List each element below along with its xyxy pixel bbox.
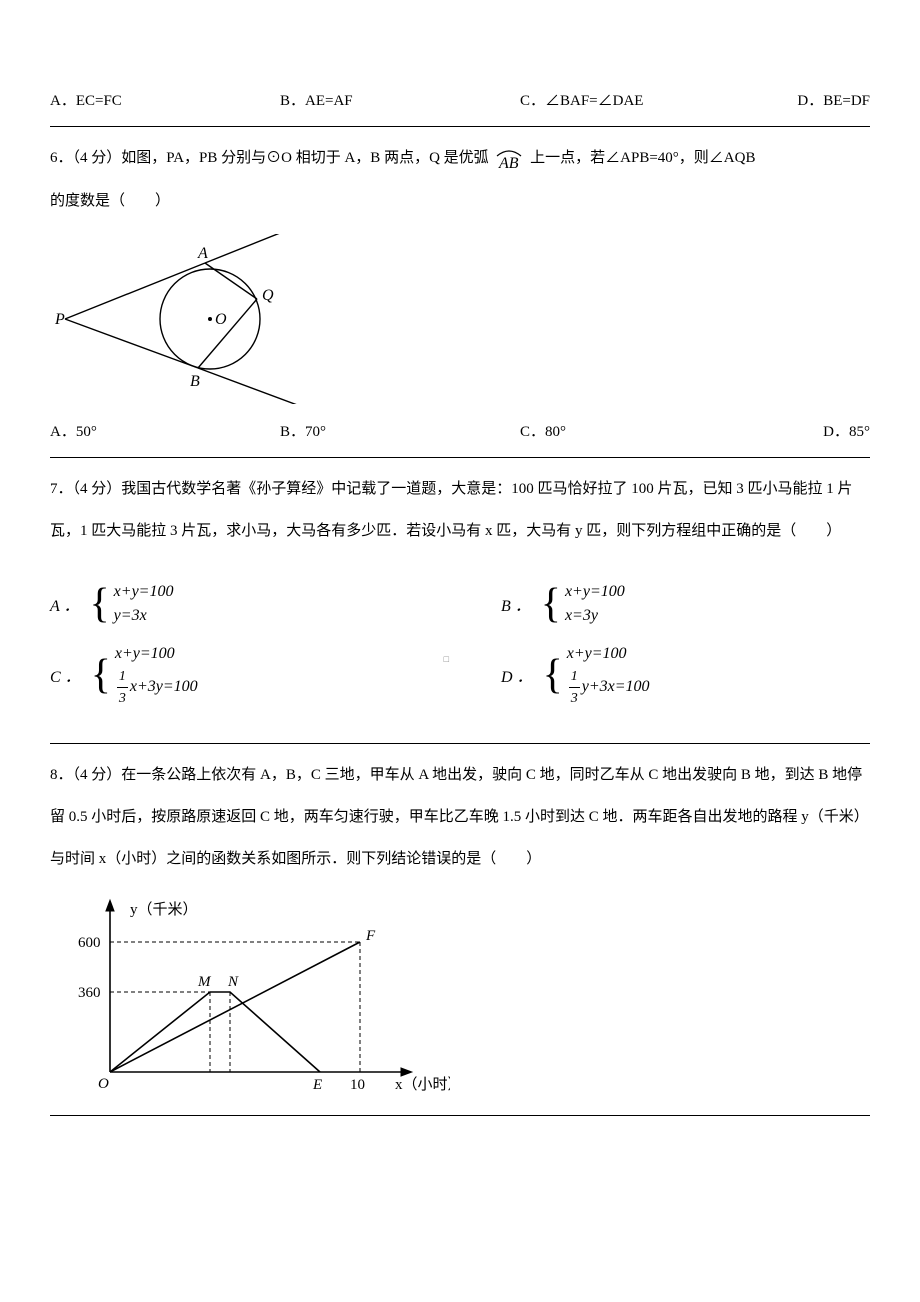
q6-stem-mid: 上一点，若∠APB=40°，则∠AQB [530,150,755,166]
q8-label-e: E [312,1077,322,1093]
q6-options-row: A．50° B．70° C．80° D．85° [50,417,870,447]
q8-label-f: F [365,928,376,944]
brace-icon: { [90,583,110,625]
q8-label-m: M [197,974,212,990]
q6-label-b: B [190,373,200,390]
q7-b-eq1: x+y=100 [565,580,625,604]
q7-option-c: C ． { x+y=100 13x+3y=100 [50,642,501,709]
q7-d-eq2: 13y+3x=100 [567,666,650,709]
q7-label-d: D ． [501,663,533,687]
q6-stem-line2: 的度数是（ ） [50,193,170,209]
q7-d-eq1: x+y=100 [567,642,650,666]
divider [50,1115,870,1116]
q6-label-q: Q [262,287,274,304]
q6-stem-pre: 6．（4 分）如图，PA，PB 分别与⊙O 相切于 A，B 两点，Q 是优弧 [50,150,489,166]
q7-stem: 7．（4 分）我国古代数学名著《孙子算经》中记载了一道题，大意是：100 匹马恰… [50,468,870,552]
q6-option-c: C．80° [520,417,780,447]
brace-icon: { [543,654,563,696]
q7-a-eq2: y=3x [114,604,174,628]
q7-b-eq2: x=3y [565,604,625,628]
q5-options-row: A．EC=FC B．AE=AF C．∠BAF=∠DAE D．BE=DF [50,86,870,116]
q7-option-d: D ． { x+y=100 13y+3x=100 [501,642,870,709]
q7-label-b: B ． [501,592,531,616]
q6-option-d: D．85° [780,417,870,447]
q8-xtick-10: 10 [350,1077,365,1093]
q7-option-b: B ． { x+y=100 x=3y [501,580,870,628]
divider [50,457,870,458]
q7-label-c: C ． [50,663,81,687]
q5-option-b: B．AE=AF [280,86,520,116]
divider [50,126,870,127]
q5-option-c: C．∠BAF=∠DAE [520,86,780,116]
q5-option-a: A．EC=FC [50,86,280,116]
q6-option-a: A．50° [50,417,280,447]
q8-y-label: y（千米） [130,901,198,918]
q7-option-a: A ． { x+y=100 y=3x [50,580,501,628]
q7-c-eq2: 13x+3y=100 [115,666,198,709]
q8-figure: 600 360 y（千米） O M N F E 10 x（小时） [50,892,870,1107]
q8-ytick-600: 600 [78,935,101,951]
q8-stem: 8．（4 分）在一条公路上依次有 A，B，C 三地，甲车从 A 地出发，驶向 C… [50,754,870,880]
q8-ytick-360: 360 [78,985,101,1001]
q5-option-d: D．BE=DF [780,86,870,116]
q6-stem: 6．（4 分）如图，PA，PB 分别与⊙O 相切于 A，B 两点，Q 是优弧 A… [50,137,870,222]
q6-label-a: A [197,245,208,262]
q7-c-eq1: x+y=100 [115,642,198,666]
q8-label-o: O [98,1076,109,1092]
arc-ab-text: AB [498,155,519,170]
q8-x-label: x（小时） [395,1076,450,1093]
watermark-dot: □ [444,654,449,664]
q8-label-n: N [227,974,239,990]
q7-a-eq1: x+y=100 [114,580,174,604]
q7-options: A ． { x+y=100 y=3x C ． { x+y=100 13x+3y=… [50,570,870,723]
q6-option-b: B．70° [280,417,520,447]
q6-label-p: P [54,311,65,328]
q6-figure: P A B O Q [50,234,870,409]
brace-icon: { [541,583,561,625]
brace-icon: { [91,654,111,696]
arc-ab-icon: AB [494,138,524,180]
q7-label-a: A ． [50,592,80,616]
q6-label-o: O [215,311,227,328]
divider [50,743,870,744]
